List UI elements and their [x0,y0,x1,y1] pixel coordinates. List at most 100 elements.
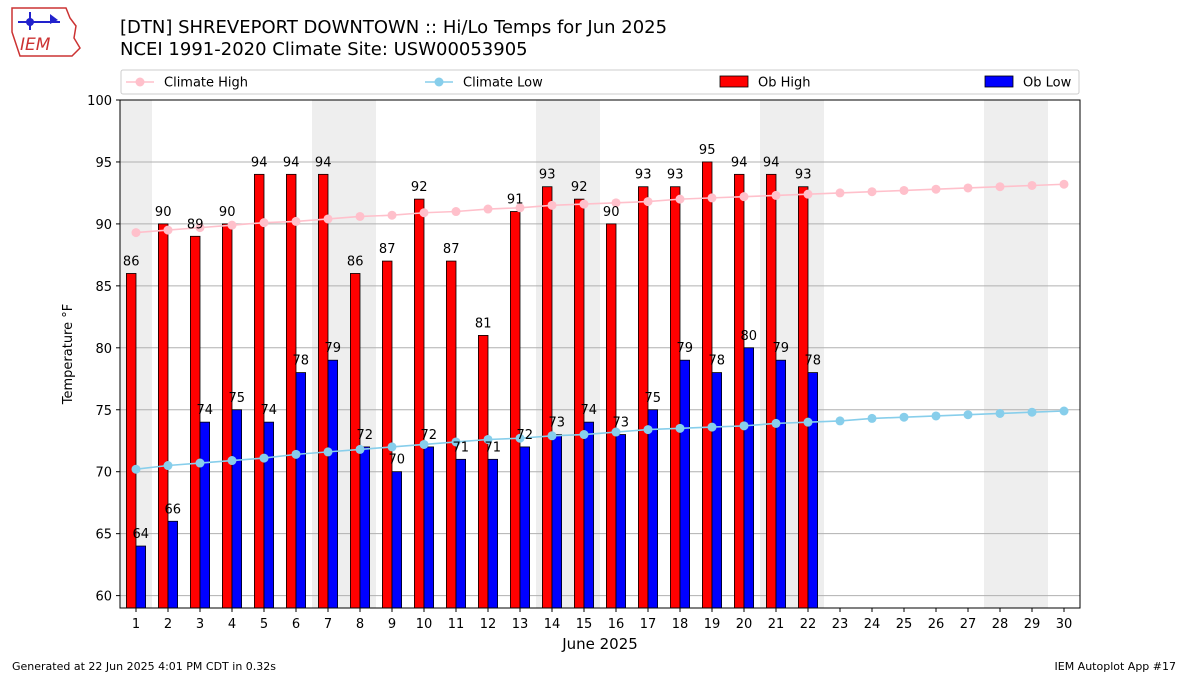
ob-low-label: 70 [389,453,406,468]
ob-high-bar [189,235,201,609]
x-tick-label: 5 [260,617,268,632]
ob-low-legend-swatch [984,75,1014,88]
plot-frame [119,99,1081,609]
climate-high-point [867,187,877,197]
x-tick-label: 26 [928,617,945,632]
ob-low-bar [551,434,563,609]
ob-high-bar [317,173,329,609]
climate-high-point [1059,179,1069,189]
x-tick-label: 25 [896,617,913,632]
ob-low-bar [455,458,467,609]
climate-low-point [515,433,525,443]
ob-high-bar [798,186,809,609]
climate-high-point [931,184,941,194]
climate-high-point [899,185,909,195]
x-tick-label: 28 [992,617,1009,632]
ob-low-bar [359,446,371,609]
climate-low-point [547,431,557,441]
ob-high-bar [413,198,425,609]
ob-low-bar [199,421,211,609]
x-tick-label: 23 [832,617,849,632]
ob-high-label: 90 [219,205,236,220]
ob-high-bar [734,173,745,609]
ob-low-bar [807,372,819,609]
ob-high-label: 91 [507,193,524,208]
ob-low-label: 72 [517,428,534,443]
iem-logo: IEM [11,7,81,57]
ob-low-bar [231,409,243,609]
ob-low-label: 71 [453,440,470,455]
climate-low-point [1027,407,1037,417]
ob-high-label: 94 [763,155,780,170]
ob-low-label: 74 [581,403,598,418]
ob-low-bar [743,347,755,609]
ob-high-bar [477,335,489,609]
ob-high-bar [157,223,169,609]
climate-high-point [547,200,557,210]
climate-high-point [163,225,173,235]
climate-high-point [451,207,461,217]
y-axis-label: Temperature °F [61,304,76,405]
climate-low-point [963,410,973,420]
ob-high-label: 93 [795,168,812,183]
climate-high-point [643,197,653,207]
climate-low-point [611,427,621,437]
ob-high-bar [670,186,681,609]
climate-low-point [419,439,429,449]
ob-low-label: 78 [709,354,726,369]
ob-low-label: 78 [805,354,822,369]
ob-low-bar [487,458,499,609]
ob-high-label: 86 [347,254,364,269]
y-tick-label: 70 [95,466,112,481]
ob-low-bar [391,471,403,609]
ob-high-bar [381,260,393,609]
climate-low-point [355,444,365,454]
y-tick-label: 90 [95,218,112,233]
x-axis-label: June 2025 [561,635,638,653]
ob-high-bar [285,173,297,609]
chart-subtitle: NCEI 1991-2020 Climate Site: USW00053905 [120,39,528,60]
climate-high-point [515,203,525,213]
climate-high-point [259,218,269,228]
x-tick-label: 6 [292,617,300,632]
x-tick-label: 20 [736,617,753,632]
x-tick-label: 7 [324,617,332,632]
ob-high-label: 94 [283,155,300,170]
climate-low-point [803,417,813,427]
climate-high-point [707,193,717,203]
data-labels: 86 90 89 90 94 94 94 86 87 92 87 81 91 93 92 90 93 93 95 94… [123,143,821,542]
climate-low-point [995,408,1005,418]
ob-low-label: 72 [357,428,374,443]
ob-high-legend-swatch [719,75,749,88]
y-tick-label: 60 [95,590,112,605]
ob-low-label: 75 [645,391,662,406]
climate-high-point [131,228,141,238]
x-tick-label: 2 [164,617,172,632]
app-credit: IEM Autoplot App #17 [1054,660,1177,673]
x-tick-label: 13 [512,617,529,632]
climate-lines [131,179,1069,474]
ob-high-label: 92 [571,180,588,195]
ob-low-label: 72 [421,428,438,443]
bar-marks [126,161,819,609]
climate-low-legend-label: Climate Low [463,76,543,91]
climate-high-point [771,190,781,200]
climate-low-point [643,425,653,435]
ob-low-bar [423,446,435,609]
climate-high-point [611,198,621,208]
ob-high-label: 92 [411,180,428,195]
climate-high-point [419,208,429,218]
x-tick-label: 17 [640,617,657,632]
ob-low-bar [647,409,659,609]
ob-high-label: 93 [667,168,684,183]
ob-high-bar [253,173,265,609]
logo-text: IEM [20,35,51,55]
ob-high-label: 89 [187,217,204,232]
x-axis: 1 2 3 4 5 6 7 8 9 10 11 12 13 14 15 16 17 18 19 20 21 22 23 24 2… [132,608,1072,632]
climate-high-point [291,216,301,226]
x-tick-label: 11 [448,617,465,632]
climate-low-point [323,447,333,457]
climate-low-point [483,434,493,444]
x-tick-label: 27 [960,617,977,632]
